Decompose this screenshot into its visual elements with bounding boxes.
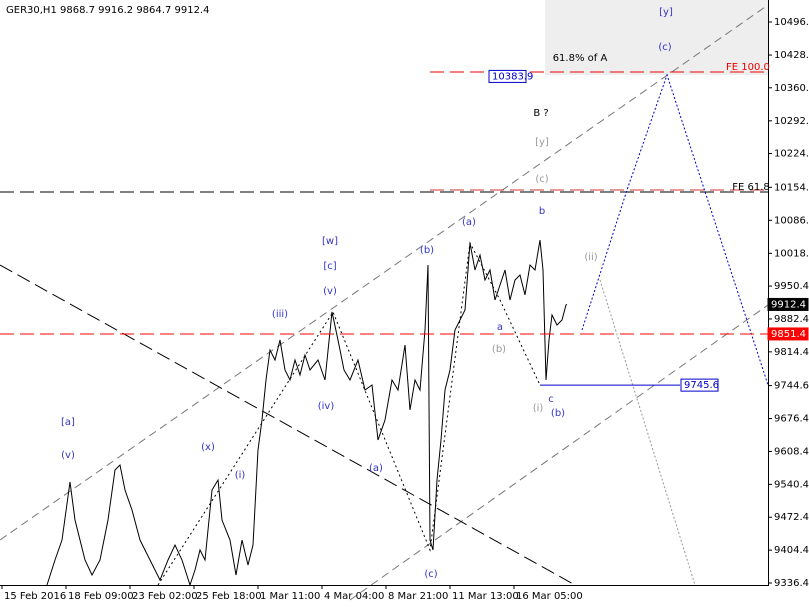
wave-label: (ii) — [584, 252, 597, 263]
wave-label: FE 100.0 — [726, 62, 770, 73]
x-tick-label: 4 Mar 04:00 — [324, 591, 384, 602]
y-tick-label: 10224.4 — [774, 149, 809, 160]
wave-label: B ? — [533, 108, 548, 119]
wave-label: FE 61.8 — [732, 182, 770, 193]
wave-label: (b) — [492, 344, 506, 355]
y-tick-label: 9814.4 — [774, 347, 809, 358]
y-tick-label: 10428.1 — [774, 50, 809, 61]
x-tick-label: 25 Feb 18:00 — [196, 591, 262, 602]
x-tick-label: 8 Mar 21:00 — [388, 591, 448, 602]
y-tick-label: 10360.4 — [774, 83, 809, 94]
projection — [599, 279, 696, 586]
wave-label: (i) — [235, 470, 246, 481]
x-tick-label: 23 Feb 02:00 — [132, 591, 198, 602]
wave-label: (iv) — [318, 401, 335, 412]
wave-label: (iii) — [272, 309, 288, 320]
wave-label: [y] — [535, 137, 549, 148]
wave-label: (x) — [201, 442, 215, 453]
chart-title: GER30,H1 9868.7 9916.2 9864.7 9912.4 — [6, 5, 209, 16]
wave-label: (i) — [533, 403, 544, 414]
drawings — [0, 4, 769, 601]
wave-label: (v) — [61, 450, 75, 461]
level-box — [680, 378, 719, 392]
wave-path — [157, 241, 541, 586]
y-tick-label: 9336.4 — [774, 578, 809, 589]
wave-label: (v) — [323, 286, 337, 297]
y-axis — [768, 0, 769, 585]
y-tick-label: 9676.4 — [774, 414, 809, 425]
price-line — [46, 239, 568, 587]
wave-label: 61.8% of A — [553, 53, 608, 64]
y-tick-label: 10018.1 — [774, 248, 809, 259]
wave-label: (c) — [424, 569, 437, 580]
wave-label: (c) — [658, 42, 671, 53]
wave-label: (a) — [369, 463, 383, 474]
y-tick-label: 9882.4 — [774, 314, 809, 325]
level-box — [488, 69, 527, 83]
y-tick-label: 10086.4 — [774, 215, 809, 226]
x-tick-label: 18 Feb 09:00 — [68, 591, 134, 602]
y-tick-label: 9608.4 — [774, 446, 809, 457]
y-tick-label: 9950.4 — [774, 281, 809, 292]
level-label: 9851.4 — [771, 329, 806, 340]
x-tick-label: 11 Mar 13:00 — [452, 591, 519, 602]
y-tick-label: 10154.6 — [774, 182, 809, 193]
target-zone — [545, 0, 768, 75]
level-label: 9912.4 — [771, 299, 806, 310]
wave-label: (c) — [535, 174, 548, 185]
wave-label: [c] — [323, 261, 336, 272]
x-tick-label: 16 Mar 05:00 — [516, 591, 583, 602]
y-tick-label: 9404.4 — [774, 545, 809, 556]
wave-label: [w] — [322, 236, 338, 247]
projection — [581, 73, 769, 386]
y-tick-label: 9744.6 — [774, 381, 809, 392]
x-tick-label: 15 Feb 2016 — [4, 591, 66, 602]
y-tick-label: 9472.4 — [774, 512, 809, 523]
x-tick-label: 1 Mar 11:00 — [260, 591, 320, 602]
y-tick-label: 9540.4 — [774, 479, 809, 490]
channel-line — [0, 4, 769, 541]
y-tick-label: 10496.4 — [774, 17, 809, 28]
level-label: 9745.6 — [684, 380, 719, 391]
level-label: 10383.9 — [492, 71, 533, 82]
wave-label: (b) — [420, 245, 434, 256]
wave-label: b — [539, 206, 545, 217]
channel-line — [349, 304, 769, 601]
wave-label: (a) — [462, 217, 476, 228]
wave-label: a — [497, 322, 503, 333]
level-box — [767, 327, 809, 341]
wave-label: (b) — [551, 408, 565, 419]
wave-label: [a] — [61, 417, 75, 428]
wave-label: [y] — [659, 7, 673, 18]
level-box — [767, 297, 809, 311]
trend-line — [0, 264, 576, 586]
wave-label: c — [548, 394, 554, 405]
y-tick-label: 10292.1 — [774, 116, 809, 127]
x-axis — [0, 585, 769, 586]
